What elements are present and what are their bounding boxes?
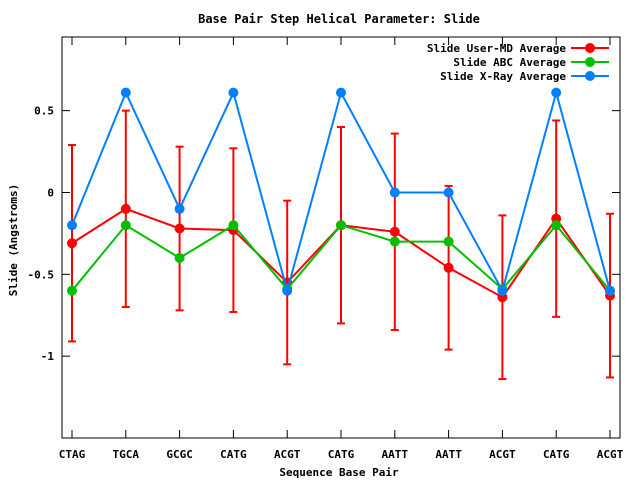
x-tick-label: CATG [328,448,355,461]
legend-swatch-marker [585,43,595,53]
series-2 [67,87,615,296]
data-point [605,285,615,296]
y-axis-label: Slide (Angstroms) [7,184,20,297]
data-point [67,238,77,249]
x-axis-label: Sequence Base Pair [279,466,399,479]
data-point [389,187,400,198]
data-point [120,87,131,98]
data-point [174,223,185,234]
chart-title: Base Pair Step Helical Parameter: Slide [198,12,480,26]
x-tick-label: CTAG [59,448,86,461]
data-point [336,220,346,231]
y-tick-label: -0.5 [28,268,55,281]
x-tick-label: CATG [220,448,247,461]
x-tick-label: TGCA [113,448,140,461]
x-tick-label: AATT [435,448,462,461]
data-point [551,220,562,231]
x-tick-label: AATT [382,448,409,461]
data-point [120,203,131,214]
data-point [228,87,239,98]
x-tick-label: ACGT [489,448,516,461]
y-tick-label: 0 [47,186,54,199]
legend-label: Slide ABC Average [453,56,566,69]
data-point [120,220,131,231]
data-point [443,236,454,247]
data-point [282,285,293,296]
y-tick-label: -1 [41,350,55,363]
data-point [228,220,239,231]
data-point [497,285,508,296]
legend-swatch-marker [585,71,595,81]
series-0 [67,109,615,381]
data-point [443,262,454,273]
axis-ticks: 0.5 0 -0.5 -1 CTAG TGCA GCGC CATG ACGT CATG AATT AA… [28,37,624,461]
data-point [67,220,77,231]
data-point [67,285,77,296]
x-tick-label: CATG [543,448,570,461]
x-tick-label: ACGT [597,448,624,461]
data-point [443,187,454,198]
y-tick-label: 0.5 [34,105,54,118]
x-tick-label: GCGC [166,448,193,461]
legend-label: Slide User-MD Average [427,42,566,55]
legend-swatch-marker [585,57,595,67]
series-layer [67,87,615,381]
data-point [551,87,562,98]
data-point [389,226,400,237]
data-point [174,203,185,214]
x-tick-label: ACGT [274,448,301,461]
data-point [389,236,400,247]
data-point [336,87,346,98]
legend-label: Slide X-Ray Average [440,70,566,83]
data-point [174,252,185,263]
